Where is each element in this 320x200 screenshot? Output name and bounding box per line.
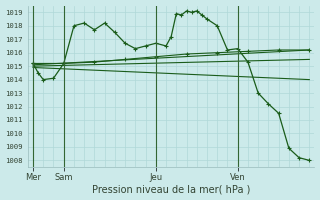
X-axis label: Pression niveau de la mer( hPa ): Pression niveau de la mer( hPa ) [92,184,250,194]
